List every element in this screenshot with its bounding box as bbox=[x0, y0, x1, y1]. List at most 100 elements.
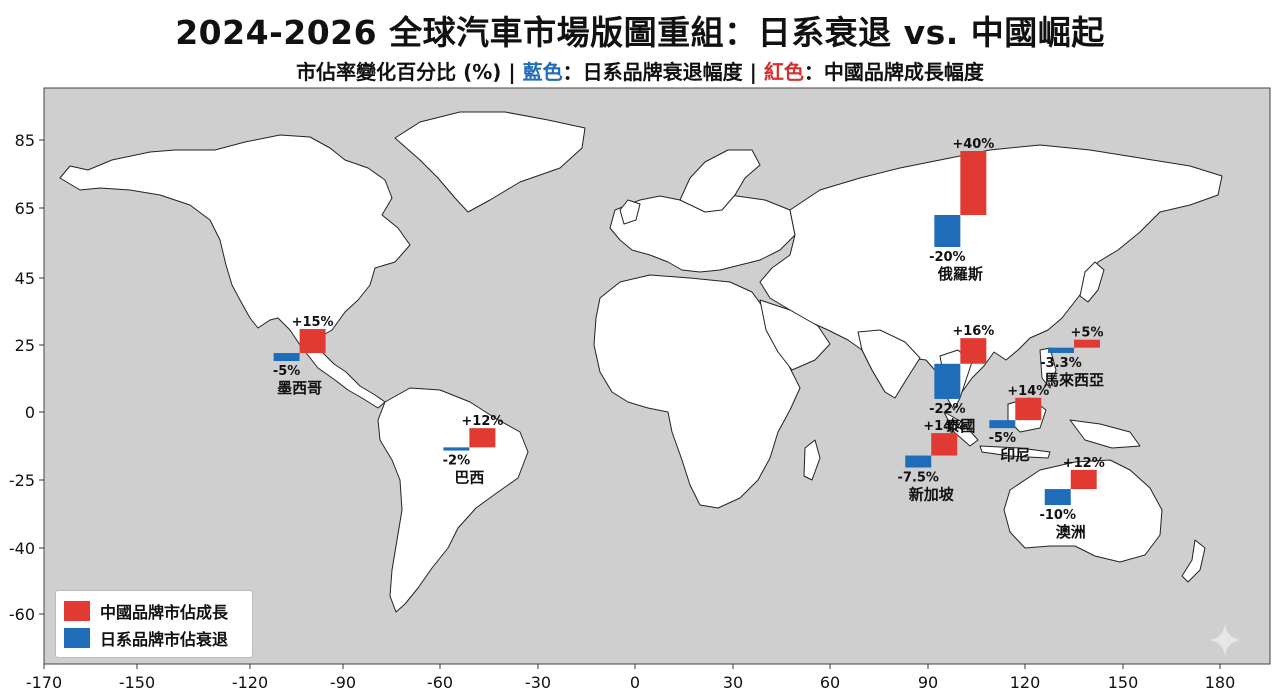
country-label: 巴西 bbox=[454, 469, 484, 487]
scandinavia-landmass bbox=[679, 149, 761, 213]
subtitle-blue-desc: ：日系品牌衰退幅度 | bbox=[562, 60, 764, 84]
x-tick-label: 120 bbox=[1010, 673, 1041, 692]
china-bar bbox=[960, 151, 987, 215]
market-俄羅斯: +40% -20%俄羅斯 bbox=[929, 137, 994, 283]
madagascar-landmass bbox=[803, 439, 821, 481]
india-landmass bbox=[857, 329, 921, 399]
country-label: 俄羅斯 bbox=[937, 265, 983, 283]
japan-bar bbox=[989, 420, 1016, 429]
subtitle-prefix: 市佔率變化百分比 (%) | bbox=[296, 60, 523, 84]
japan-value-label: -20% bbox=[929, 250, 966, 265]
japan-value-label: -3.3% bbox=[1040, 356, 1081, 371]
x-tick-label: 180 bbox=[1205, 673, 1236, 692]
japan-value-label: -2% bbox=[443, 454, 470, 469]
legend-swatch-japan bbox=[64, 628, 90, 648]
japan-landmass bbox=[1079, 261, 1105, 303]
map-subtitle: 市佔率變化百分比 (%) | 藍色：日系品牌衰退幅度 | 紅色：中國品牌成長幅度 bbox=[0, 56, 1280, 85]
china-bar bbox=[469, 428, 496, 448]
market-泰國: +16% -22%泰國 bbox=[929, 324, 994, 435]
market-印尼: +14% -5%印尼 bbox=[989, 384, 1050, 464]
x-tick-label: 30 bbox=[723, 673, 743, 692]
japan-value-label: -7.5% bbox=[898, 471, 939, 486]
x-tick-label: 0 bbox=[630, 673, 640, 692]
china-value-label: +12% bbox=[1063, 456, 1105, 471]
legend-item-china: 中國品牌市佔成長 bbox=[64, 599, 228, 623]
china-value-label: +16% bbox=[952, 324, 994, 339]
map-legend: 中國品牌市佔成長 日系品牌市佔衰退 bbox=[55, 590, 253, 658]
sparkle-icon bbox=[1206, 621, 1244, 659]
y-tick-label: 45 bbox=[15, 269, 35, 288]
greenland-landmass bbox=[394, 111, 586, 213]
x-tick-label: -30 bbox=[525, 673, 551, 692]
china-bar bbox=[1070, 469, 1097, 490]
japan-bar bbox=[443, 447, 470, 451]
y-tick-label: 0 bbox=[25, 403, 35, 422]
x-tick-label: -90 bbox=[330, 673, 356, 692]
china-bar bbox=[299, 329, 326, 354]
australia-landmass bbox=[1003, 459, 1163, 563]
legend-swatch-china bbox=[64, 601, 90, 621]
y-tick-label: 25 bbox=[15, 336, 35, 355]
country-label: 澳洲 bbox=[1056, 523, 1086, 541]
africa-landmass bbox=[593, 274, 801, 509]
country-label: 墨西哥 bbox=[277, 379, 322, 397]
uk-landmass bbox=[619, 199, 641, 225]
y-tick-label: 65 bbox=[15, 199, 35, 218]
china-value-label: +5% bbox=[1071, 326, 1104, 341]
china-value-label: +14% bbox=[923, 419, 965, 434]
market-bars: +15%-5%墨西哥+12%-2%巴西+40%-20%俄羅斯+16%-22%泰國… bbox=[273, 137, 1105, 541]
new-guinea-landmass bbox=[1069, 419, 1141, 449]
japan-bar bbox=[1044, 489, 1071, 506]
subtitle-red-word: 紅色 bbox=[763, 60, 804, 84]
legend-label-japan: 日系品牌市佔衰退 bbox=[100, 630, 229, 649]
china-value-label: +12% bbox=[461, 414, 503, 429]
x-tick-label: 90 bbox=[918, 673, 938, 692]
china-value-label: +15% bbox=[292, 315, 334, 330]
x-tick-label: 60 bbox=[820, 673, 840, 692]
japan-bar bbox=[934, 215, 961, 247]
china-bar bbox=[1015, 397, 1042, 421]
x-tick-label: -170 bbox=[26, 673, 62, 692]
x-tick-label: -120 bbox=[232, 673, 268, 692]
map-title: 2024-2026 全球汽車市場版圖重組：日系衰退 vs. 中國崛起 bbox=[175, 13, 1105, 52]
japan-value-label: -22% bbox=[929, 402, 966, 417]
market-澳洲: +12% -10%澳洲 bbox=[1039, 456, 1104, 541]
china-bar bbox=[1074, 339, 1100, 348]
y-tick-label: 85 bbox=[15, 131, 35, 150]
arabia-landmass bbox=[759, 299, 831, 371]
japan-value-label: -10% bbox=[1039, 508, 1076, 523]
market-新加坡: +14% -7.5%新加坡 bbox=[898, 419, 966, 503]
japan-bar bbox=[934, 363, 961, 399]
y-tick-label: -60 bbox=[9, 605, 35, 624]
y-tick-label: -40 bbox=[9, 539, 35, 558]
china-bar bbox=[960, 338, 987, 364]
sumatra-landmass bbox=[943, 411, 979, 447]
china-bar bbox=[931, 433, 958, 456]
subtitle-blue-word: 藍色 bbox=[522, 60, 563, 84]
japan-bar bbox=[905, 455, 932, 468]
japan-value-label: -5% bbox=[989, 431, 1016, 446]
new-zealand-landmass bbox=[1181, 539, 1206, 583]
country-label: 馬來西亞 bbox=[1044, 371, 1104, 389]
x-tick-label: -60 bbox=[427, 673, 453, 692]
y-tick-label: -25 bbox=[9, 471, 35, 490]
japan-value-label: -5% bbox=[273, 364, 300, 379]
market-馬來西亞: +5% -3.3%馬來西亞 bbox=[1040, 326, 1104, 389]
market-墨西哥: +15% -5%墨西哥 bbox=[273, 315, 334, 397]
market-巴西: +12% -2%巴西 bbox=[443, 414, 504, 486]
north-america-landmass bbox=[59, 134, 411, 353]
x-tick-label: 150 bbox=[1108, 673, 1139, 692]
map-axes: -170 -150 -120 -90 -60 -30 0 30 60 90 120 150 180 85 6… bbox=[9, 131, 1235, 692]
country-label: 印尼 bbox=[1000, 446, 1030, 464]
country-label: 泰國 bbox=[944, 417, 975, 435]
country-label: 新加坡 bbox=[909, 486, 954, 504]
legend-item-japan: 日系品牌市佔衰退 bbox=[64, 626, 228, 650]
x-tick-label: -150 bbox=[119, 673, 155, 692]
legend-label-china: 中國品牌市佔成長 bbox=[100, 603, 229, 622]
japan-bar bbox=[1048, 347, 1074, 353]
java-landmass bbox=[979, 445, 1051, 459]
japan-bar bbox=[273, 353, 300, 362]
china-value-label: +40% bbox=[952, 137, 994, 152]
china-value-label: +14% bbox=[1007, 384, 1049, 399]
